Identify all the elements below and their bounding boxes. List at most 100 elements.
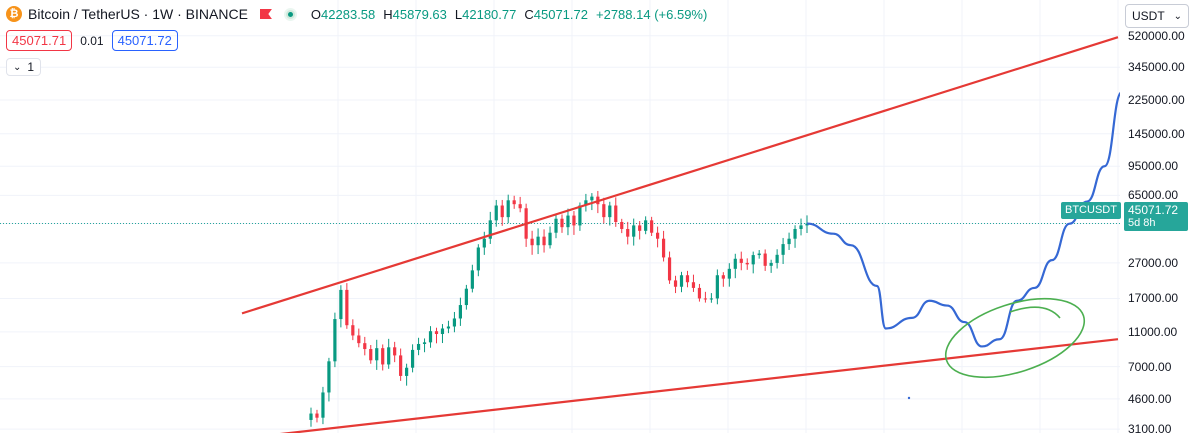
candle-body <box>548 232 552 246</box>
price-chart[interactable] <box>0 0 1120 433</box>
candle-body <box>405 367 409 376</box>
candle-body <box>727 268 731 279</box>
candle-body <box>590 196 594 201</box>
candle-body <box>458 305 462 319</box>
chevron-down-icon: ⌄ <box>13 61 22 73</box>
candle-body <box>781 244 785 255</box>
symbol-price-tag: BTCUSDT <box>1061 202 1121 219</box>
price-axis-tick: 225000.00 <box>1128 93 1185 108</box>
price-axis-tick: 3100.00 <box>1128 422 1172 436</box>
candle-body <box>793 228 797 239</box>
price-axis-tick: 4600.00 <box>1128 391 1172 406</box>
candle-body <box>626 228 630 237</box>
symbol-title[interactable]: Bitcoin / TetherUS · 1W · BINANCE <box>28 6 248 22</box>
candle-body <box>464 288 468 306</box>
indicator-count: 1 <box>27 60 35 74</box>
ohlc-low-value: 42180.77 <box>462 6 517 22</box>
price-axis-tick: 145000.00 <box>1128 126 1185 141</box>
chevron-down-icon: ⌄ <box>1173 10 1182 22</box>
price-axis-tick: 65000.00 <box>1128 188 1179 203</box>
support-circle-annotation <box>944 297 1086 379</box>
candle-body <box>482 238 486 248</box>
price-axis-tick: 27000.00 <box>1128 255 1179 270</box>
buy-button[interactable]: 45071.72 <box>111 30 178 51</box>
ohlc-open-value: 42283.58 <box>321 6 376 22</box>
candle-body <box>440 328 445 335</box>
candle-body <box>685 275 690 283</box>
candle-body <box>488 220 492 239</box>
last-price-badge: 45071.72 5d 8h <box>1124 202 1188 231</box>
candle-body <box>422 342 427 344</box>
candle-body <box>602 204 606 218</box>
candle-body <box>608 205 612 218</box>
candle-body <box>339 289 343 320</box>
candle-body <box>512 200 516 205</box>
candle-body <box>351 325 355 336</box>
candle-body <box>321 392 325 418</box>
price-axis-tick: 7000.00 <box>1128 359 1172 374</box>
candle-body <box>691 282 696 288</box>
candle-body <box>345 289 349 326</box>
ohlc-low-key: L <box>454 6 463 22</box>
candle-body <box>315 413 319 418</box>
candle-body <box>536 236 540 246</box>
candle-body <box>578 205 582 226</box>
price-axis-tick: 17000.00 <box>1128 291 1179 306</box>
candle-body <box>357 335 361 344</box>
stray-dot <box>907 396 911 400</box>
candle-body <box>387 347 391 365</box>
candle-body <box>799 225 803 229</box>
trendline-upper <box>241 36 1119 315</box>
candle-body <box>434 331 439 335</box>
currency-select[interactable]: USDT ⌄ <box>1125 4 1189 28</box>
price-axis-tick: 345000.00 <box>1128 60 1185 75</box>
candle-body <box>650 220 654 233</box>
market-status-icon <box>283 7 297 21</box>
candle-body <box>709 298 713 300</box>
candle-body <box>381 348 385 365</box>
trendlines <box>241 36 1119 433</box>
candle-body <box>566 215 570 228</box>
candle-body <box>530 238 534 246</box>
sell-button[interactable]: 45071.71 <box>6 30 73 51</box>
candle-body <box>494 205 498 221</box>
candle-body <box>721 275 725 279</box>
candle-countdown: 5d 8h <box>1128 217 1156 229</box>
candle-body <box>476 247 480 271</box>
candle-body <box>446 326 451 329</box>
candle-body <box>393 347 397 356</box>
ohlc-open-key: O <box>310 6 322 22</box>
candle-body <box>739 258 743 263</box>
candle-body <box>638 225 642 231</box>
candle-body <box>703 298 708 300</box>
candle-body <box>416 343 421 350</box>
candle-body <box>470 270 474 289</box>
candle-body <box>518 204 522 209</box>
candle-body <box>757 253 761 256</box>
candle-body <box>733 258 737 269</box>
candle-body <box>775 254 779 263</box>
candlestick-series <box>309 190 809 427</box>
currency-label: USDT <box>1132 9 1165 23</box>
candle-body <box>506 200 510 218</box>
projection-line <box>806 92 1120 348</box>
candle-body <box>656 232 660 239</box>
ohlc-values: O42283.58 H45879.63 L42180.77 C45071.72 … <box>311 7 707 22</box>
candle-body <box>787 238 791 245</box>
candle-body <box>673 280 678 287</box>
candle-body <box>751 255 755 265</box>
candle-body <box>399 355 403 376</box>
trendline-lower <box>279 338 1119 433</box>
last-price-value: 45071.72 <box>1128 203 1179 217</box>
flag-icon[interactable] <box>259 9 272 19</box>
price-axis-tick: 520000.00 <box>1128 28 1185 43</box>
ohlc-high-key: H <box>383 6 393 22</box>
ohlc-high-value: 45879.63 <box>392 6 447 22</box>
candle-body <box>327 361 331 393</box>
candle-body <box>679 275 684 287</box>
candle-body <box>697 287 702 299</box>
candle-body <box>428 331 433 343</box>
price-change: +2788.14 (+6.59%) <box>596 6 708 22</box>
indicators-toggle[interactable]: ⌄ 1 <box>6 58 42 76</box>
candle-body <box>542 236 546 246</box>
